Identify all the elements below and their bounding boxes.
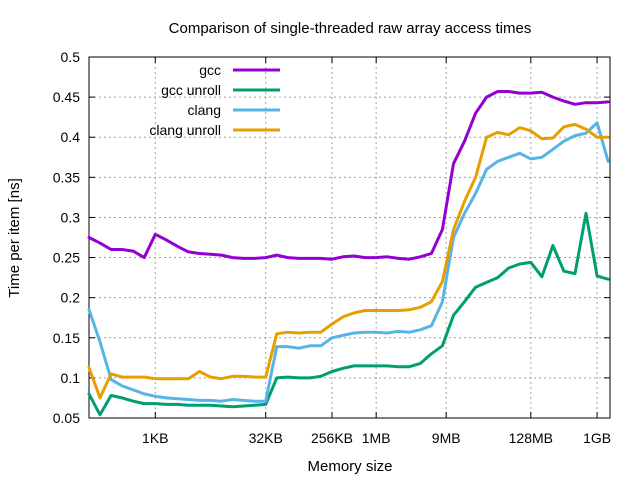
series-line-clang-unroll	[87, 122, 610, 400]
legend-label-clang-unroll: clang unroll	[149, 122, 221, 138]
series-line-clang	[87, 121, 610, 403]
y-axis-label: Time per item [ns]	[6, 178, 23, 297]
x-tick-label: 1GB	[583, 430, 611, 446]
y-tick-label: 0.5	[61, 49, 81, 65]
x-axis-label: Memory size	[307, 458, 392, 475]
legend-label-gcc: gcc	[199, 62, 221, 78]
tick-labels: 0.05 0.1 0.15 0.2 0.25 0.3 0.35 0.4 0.45 0.5 1KB 32…	[53, 49, 611, 446]
chart-title: Comparison of single-threaded raw array …	[169, 20, 532, 37]
y-tick-label: 0.15	[53, 330, 80, 346]
y-tick-label: 0.45	[53, 89, 80, 105]
y-tick-label: 0.3	[61, 209, 81, 225]
x-tick-label: 1KB	[142, 430, 168, 446]
y-tick-label: 0.4	[61, 129, 81, 145]
grid-lines	[89, 57, 610, 418]
legend-label-gcc-unroll: gcc unroll	[161, 82, 221, 98]
series-line-gcc-unroll	[87, 211, 610, 417]
x-tick-label: 1MB	[362, 430, 391, 446]
y-tick-label: 0.2	[61, 290, 81, 306]
y-tick-label: 0.05	[53, 410, 80, 426]
x-tick-label: 256KB	[311, 430, 353, 446]
axis-ticks	[89, 56, 610, 419]
plot-area	[88, 56, 611, 419]
x-tick-label: 32KB	[249, 430, 283, 446]
y-tick-label: 0.1	[61, 370, 81, 386]
legend: gcc gcc unroll clang clang unroll	[149, 62, 280, 138]
legend-label-clang: clang	[188, 102, 221, 118]
y-tick-label: 0.35	[53, 169, 80, 185]
series-line-gcc	[87, 90, 610, 261]
series-layer	[87, 90, 610, 417]
y-tick-label: 0.25	[53, 250, 80, 266]
x-tick-label: 128MB	[509, 430, 553, 446]
x-tick-label: 9MB	[432, 430, 461, 446]
